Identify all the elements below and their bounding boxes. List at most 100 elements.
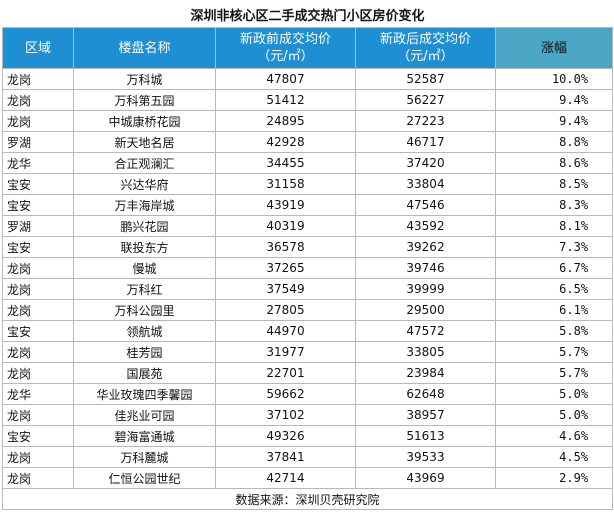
cell: 10.0% xyxy=(494,68,614,90)
data-row: 龙岗 万科城 47807 52587 10.0% xyxy=(2,68,614,90)
data-row: 宝安 兴达华府 31158 33804 8.5% xyxy=(2,173,614,195)
cell: 43592 xyxy=(355,215,496,237)
data-row: 龙岗 仁恒公园世纪 42714 43969 2.9% xyxy=(2,467,614,489)
cell: 慢城 xyxy=(73,257,216,279)
cell: 5.0% xyxy=(494,404,614,426)
data-row: 罗湖 鹏兴花园 40319 43592 8.1% xyxy=(2,215,614,237)
cell: 24895 xyxy=(215,110,356,132)
cell: 龙岗 xyxy=(2,362,74,384)
header-text: 新政前成交均价 xyxy=(239,32,331,47)
cell: 22701 xyxy=(215,362,356,384)
cell: 国展苑 xyxy=(73,362,216,384)
cell: 龙岗 xyxy=(2,89,74,111)
cell: 34455 xyxy=(215,152,356,174)
data-row: 龙岗 万科红 37549 39999 6.5% xyxy=(2,278,614,300)
cell: 47572 xyxy=(355,320,496,342)
cell: 桂芳园 xyxy=(73,341,216,363)
cell: 27223 xyxy=(355,110,496,132)
cell: 宝安 xyxy=(2,320,74,342)
cell: 8.1% xyxy=(494,215,614,237)
cell: 4.6% xyxy=(494,425,614,447)
cell: 52587 xyxy=(355,68,496,90)
cell: 龙岗 xyxy=(2,68,74,90)
cell: 万科公园里 xyxy=(73,299,216,321)
cell: 49326 xyxy=(215,425,356,447)
cell: 39999 xyxy=(355,278,496,300)
cell: 44970 xyxy=(215,320,356,342)
cell: 龙华 xyxy=(2,383,74,405)
cell: 龙岗 xyxy=(2,257,74,279)
cell: 29500 xyxy=(355,299,496,321)
cell: 龙岗 xyxy=(2,467,74,489)
source: 数据来源：深圳贝壳研究院 xyxy=(1,488,614,510)
cell: 8.3% xyxy=(494,194,614,216)
cell: 37841 xyxy=(215,446,356,468)
cell: 56227 xyxy=(355,89,496,111)
header-cell: 区域 xyxy=(2,27,74,69)
cell: 43969 xyxy=(355,467,496,489)
data-row: 龙华 合正观澜汇 34455 37420 8.6% xyxy=(2,152,614,174)
data-row: 龙岗 中城康桥花园 24895 27223 9.4% xyxy=(2,110,614,132)
header-cell: 新政前成交均价 （元/㎡） xyxy=(215,27,356,69)
data-row: 宝安 领航城 44970 47572 5.8% xyxy=(2,320,614,342)
cell: 罗湖 xyxy=(2,215,74,237)
cell: 新天地名居 xyxy=(73,131,216,153)
header-text: 涨幅 xyxy=(541,40,568,56)
data-row: 宝安 碧海富通城 49326 51613 4.6% xyxy=(2,425,614,447)
cell: 鹏兴花园 xyxy=(73,215,216,237)
header-text: 楼盘名称 xyxy=(118,40,171,56)
cell: 47546 xyxy=(355,194,496,216)
cell: 龙岗 xyxy=(2,446,74,468)
table-wrap: 深圳非核心区二手成交热门小区房价变化 区域 楼盘名称 新政前成交均价 （元/㎡） 新政后… xyxy=(1,2,614,510)
cell: 中城康桥花园 xyxy=(73,110,216,132)
data-row: 罗湖 新天地名居 42928 46717 8.8% xyxy=(2,131,614,153)
cell: 38957 xyxy=(355,404,496,426)
cell: 碧海富通城 xyxy=(73,425,216,447)
cell: 万科城 xyxy=(73,68,216,90)
cell: 合正观澜汇 xyxy=(73,152,216,174)
data-row: 宝安 联投东方 36578 39262 7.3% xyxy=(2,236,614,258)
cell: 39746 xyxy=(355,257,496,279)
data-row: 龙岗 慢城 37265 39746 6.7% xyxy=(2,257,614,279)
cell: 37102 xyxy=(215,404,356,426)
cell: 龙岗 xyxy=(2,278,74,300)
header-text: （元/㎡） xyxy=(397,49,454,64)
cell: 5.0% xyxy=(494,383,614,405)
header-cell: 楼盘名称 xyxy=(73,27,216,69)
cell: 龙华 xyxy=(2,152,74,174)
cell: 31158 xyxy=(215,173,356,195)
header-text: 新政后成交均价 xyxy=(379,32,471,47)
cell: 万科麓城 xyxy=(73,446,216,468)
data-row: 龙岗 桂芳园 31977 33805 5.7% xyxy=(2,341,614,363)
cell: 宝安 xyxy=(2,236,74,258)
cell: 59662 xyxy=(215,383,356,405)
cell: 万丰海岸城 xyxy=(73,194,216,216)
cell: 39533 xyxy=(355,446,496,468)
cell: 8.5% xyxy=(494,173,614,195)
data-row: 龙岗 万科麓城 37841 39533 4.5% xyxy=(2,446,614,468)
cell: 42714 xyxy=(215,467,356,489)
data-row: 龙华 华业玫瑰四季馨园 59662 62648 5.0% xyxy=(2,383,614,405)
cell: 27805 xyxy=(215,299,356,321)
table-body: 深圳非核心区二手成交热门小区房价变化 区域 楼盘名称 新政前成交均价 （元/㎡） 新政后… xyxy=(1,2,614,510)
cell: 37265 xyxy=(215,257,356,279)
cell: 2.9% xyxy=(494,467,614,489)
cell: 31977 xyxy=(215,341,356,363)
cell: 37420 xyxy=(355,152,496,174)
cell: 龙岗 xyxy=(2,299,74,321)
header-text: （元/㎡） xyxy=(257,49,314,64)
cell: 6.5% xyxy=(494,278,614,300)
data-row: 龙岗 万科公园里 27805 29500 6.1% xyxy=(2,299,614,321)
cell: 领航城 xyxy=(73,320,216,342)
cell: 62648 xyxy=(355,383,496,405)
cell: 宝安 xyxy=(2,425,74,447)
cell: 华业玫瑰四季馨园 xyxy=(73,383,216,405)
cell: 龙岗 xyxy=(2,341,74,363)
cell: 罗湖 xyxy=(2,131,74,153)
cell: 联投东方 xyxy=(73,236,216,258)
cell: 7.3% xyxy=(494,236,614,258)
header-cell: 新政后成交均价 （元/㎡） xyxy=(355,27,496,69)
cell: 33804 xyxy=(355,173,496,195)
cell: 5.7% xyxy=(494,362,614,384)
